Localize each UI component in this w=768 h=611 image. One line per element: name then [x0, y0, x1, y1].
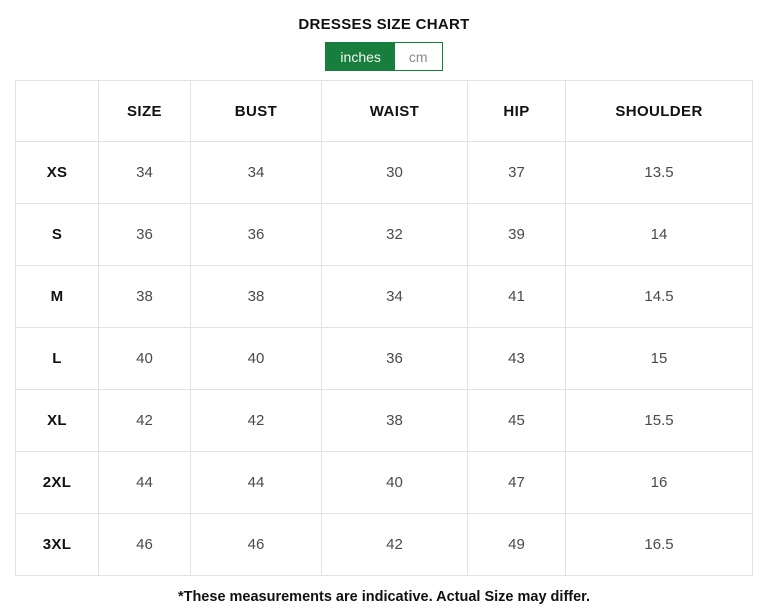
- column-header: [15, 80, 99, 142]
- table-cell: 34: [190, 141, 322, 204]
- table-cell: 16: [565, 451, 753, 514]
- table-cell: 44: [98, 451, 191, 514]
- size-table-head: SIZE BUST WAIST HIP SHOULDER: [15, 80, 753, 142]
- table-cell: 34: [98, 141, 191, 204]
- table-cell: 39: [467, 203, 566, 266]
- table-cell: 36: [321, 327, 468, 390]
- table-cell: 36: [98, 203, 191, 266]
- table-cell: 42: [190, 389, 322, 452]
- table-cell: 42: [321, 513, 468, 576]
- table-cell: 45: [467, 389, 566, 452]
- table-cell: 43: [467, 327, 566, 390]
- row-size-label: M: [15, 265, 99, 328]
- size-table-body: XS 34 34 30 37 13.5 S 36 36 32 39 14 M 38 38 34 41 14.5 L 4…: [15, 141, 753, 576]
- table-row: 2XL 44 44 40 47 16: [15, 451, 753, 514]
- row-size-label: 2XL: [15, 451, 99, 514]
- row-size-label: S: [15, 203, 99, 266]
- table-cell: 47: [467, 451, 566, 514]
- table-cell: 38: [190, 265, 322, 328]
- table-row: XL 42 42 38 45 15.5: [15, 389, 753, 452]
- table-cell: 49: [467, 513, 566, 576]
- table-cell: 40: [98, 327, 191, 390]
- unit-inches-button[interactable]: inches: [326, 43, 395, 70]
- unit-cm-button[interactable]: cm: [394, 43, 442, 70]
- row-size-label: 3XL: [15, 513, 99, 576]
- table-row: XS 34 34 30 37 13.5: [15, 141, 753, 204]
- table-cell: 38: [98, 265, 191, 328]
- table-row: S 36 36 32 39 14: [15, 203, 753, 266]
- column-header: BUST: [190, 80, 322, 142]
- table-cell: 34: [321, 265, 468, 328]
- table-row: 3XL 46 46 42 49 16.5: [15, 513, 753, 576]
- row-size-label: XS: [15, 141, 99, 204]
- unit-toggle: inches cm: [325, 42, 443, 71]
- table-cell: 15.5: [565, 389, 753, 452]
- table-cell: 36: [190, 203, 322, 266]
- table-cell: 42: [98, 389, 191, 452]
- table-cell: 14.5: [565, 265, 753, 328]
- size-table-header-row: SIZE BUST WAIST HIP SHOULDER: [15, 80, 753, 142]
- table-cell: 14: [565, 203, 753, 266]
- table-cell: 40: [190, 327, 322, 390]
- table-row: M 38 38 34 41 14.5: [15, 265, 753, 328]
- table-row: L 40 40 36 43 15: [15, 327, 753, 390]
- disclaimer-text: *These measurements are indicative. Actu…: [177, 589, 591, 605]
- size-table: SIZE BUST WAIST HIP SHOULDER XS 34 34 30 37 13.5 S…: [15, 80, 753, 576]
- row-size-label: XL: [15, 389, 99, 452]
- table-cell: 40: [321, 451, 468, 514]
- row-size-label: L: [15, 327, 99, 390]
- table-cell: 15: [565, 327, 753, 390]
- column-header: SHOULDER: [565, 80, 753, 142]
- table-cell: 41: [467, 265, 566, 328]
- table-cell: 46: [98, 513, 191, 576]
- table-cell: 30: [321, 141, 468, 204]
- table-cell: 44: [190, 451, 322, 514]
- unit-toggle-wrap: inches cm: [0, 42, 768, 71]
- column-header: WAIST: [321, 80, 468, 142]
- table-cell: 32: [321, 203, 468, 266]
- table-cell: 16.5: [565, 513, 753, 576]
- table-cell: 13.5: [565, 141, 753, 204]
- page-title: DRESSES SIZE CHART: [298, 16, 470, 33]
- table-cell: 46: [190, 513, 322, 576]
- column-header: HIP: [467, 80, 566, 142]
- table-cell: 37: [467, 141, 566, 204]
- table-cell: 38: [321, 389, 468, 452]
- column-header: SIZE: [98, 80, 191, 142]
